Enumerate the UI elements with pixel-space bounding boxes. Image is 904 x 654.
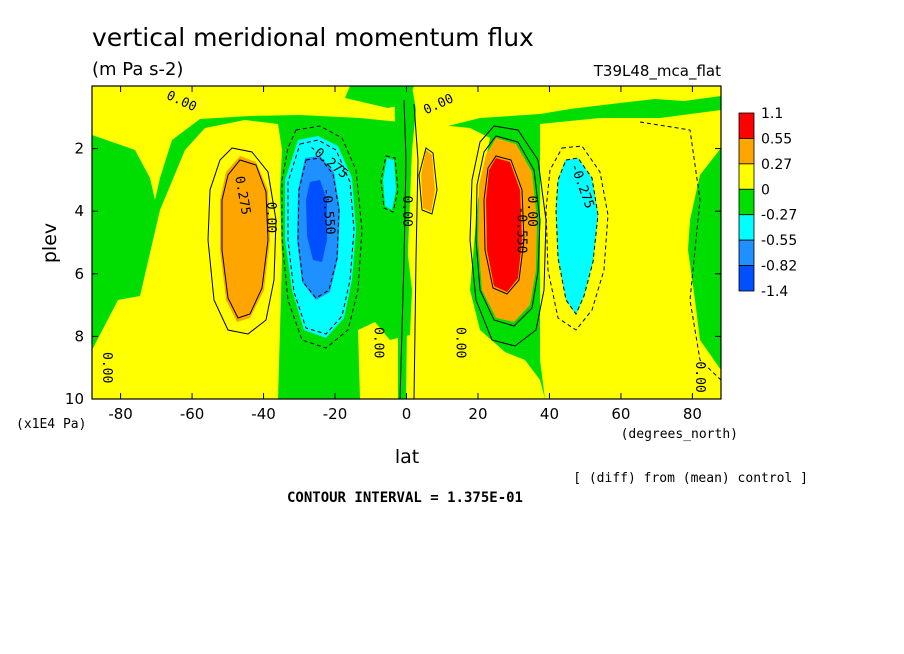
colorbar-label: 0.55	[761, 131, 792, 147]
contour-interval: CONTOUR INTERVAL = 1.375E-01	[287, 490, 523, 506]
x-tick-label: 80	[683, 405, 702, 423]
contour-fill-green-eqtop	[394, 86, 416, 399]
colorbar-label: 1.1	[761, 106, 783, 122]
colorbar: 1.1 0.55 0.27 0 -0.27 -0.55 -0.82 -1.4	[738, 106, 797, 300]
contour-fills	[92, 86, 721, 399]
contour-line-neg-equator	[380, 155, 399, 213]
colorbar-swatch	[738, 239, 755, 266]
contour-line-pos-south	[207, 147, 277, 335]
contour-line-neg-south-mid	[287, 139, 355, 335]
contour-fill-cyan-equator	[383, 158, 396, 210]
y-axis-ticks: 2 4 6 8 10	[65, 140, 721, 408]
contour-label: -0.550	[513, 206, 528, 253]
contour-line-neg-south-outer	[281, 125, 363, 349]
x-tick-label: -60	[180, 405, 205, 423]
contour-line-neg-far-north	[639, 121, 721, 381]
x-axis-title: lat	[395, 446, 419, 468]
comparison-note: [ (diff) from (mean) control ]	[573, 471, 808, 486]
run-label: T39L48_mca_flat	[593, 62, 721, 81]
contour-fill-yellow-top	[92, 86, 721, 200]
x-tick-label: 40	[540, 405, 559, 423]
x-tick-label: 60	[611, 405, 630, 423]
y-axis-title: plev	[39, 223, 61, 263]
y-tick-label: 8	[74, 327, 84, 345]
contour-label: 0.275	[231, 175, 253, 216]
colorbar-swatch	[738, 138, 755, 165]
contour-label: 0.00	[99, 352, 114, 383]
x-tick-label: 20	[468, 405, 487, 423]
colorbar-swatch	[738, 163, 755, 190]
contour-lines	[207, 99, 721, 399]
colorbar-swatch	[738, 214, 755, 241]
colorbar-label: -0.82	[761, 259, 797, 275]
colorbar-swatch	[738, 112, 755, 139]
contour-line-pos-equator	[418, 147, 438, 215]
contour-fill-orange-south	[220, 156, 270, 322]
contour-label: -0.550	[318, 187, 337, 235]
contour-label: 0.00	[524, 196, 539, 227]
contour-label: 0.00	[399, 196, 414, 227]
contour-label: 0.00	[692, 361, 707, 392]
contour-fill-orange-equator	[421, 150, 435, 212]
y-tick-label: 10	[65, 390, 84, 408]
contour-fill-cyan-north	[556, 158, 598, 315]
colorbar-label: -0.27	[761, 208, 797, 224]
contour-line-pos-north-inner	[483, 155, 525, 295]
colorbar-label: 0.27	[761, 157, 792, 173]
x-tick-label: 0	[402, 405, 412, 423]
colorbar-label: 0	[761, 182, 770, 198]
chart-units: (m Pa s-2)	[92, 59, 183, 80]
x-axis-ticks: -80 -60 -40 -20 0 20 40 60 80	[108, 86, 702, 423]
contour-fill-red-north	[486, 158, 522, 292]
colorbar-label: -1.4	[761, 284, 788, 300]
chart-title: vertical meridional momentum flux	[92, 23, 534, 52]
contour-line-zero-equator-right	[413, 103, 419, 399]
colorbar-swatch	[738, 265, 755, 292]
contour-line-neg-south-inner	[297, 157, 340, 299]
contour-line-pos-north-mid	[475, 135, 541, 327]
contour-label: 0.00	[263, 202, 278, 233]
x-axis-units: (degrees_north)	[621, 427, 738, 442]
y-tick-label: 2	[74, 140, 84, 158]
contour-label: 0.00	[370, 327, 385, 358]
contour-fill-blue-south	[306, 180, 327, 262]
colorbar-swatch	[738, 188, 755, 216]
x-tick-label: -20	[323, 405, 348, 423]
contour-line-neg-north-inner	[555, 157, 599, 316]
colorbar-label: -0.55	[761, 233, 797, 249]
contour-line-neg-north-outer	[545, 145, 609, 331]
contour-label: 0.00	[453, 327, 468, 358]
y-tick-label: 4	[74, 202, 84, 220]
contour-line-zero-equator	[399, 99, 407, 399]
x-tick-label: -80	[108, 405, 133, 423]
contour-line-pos-south-inner	[221, 159, 269, 319]
x-tick-label: -40	[251, 405, 276, 423]
contour-line-pos-north-outer	[469, 125, 547, 347]
y-axis-units: (x1E4 Pa)	[16, 417, 86, 432]
y-tick-label: 6	[74, 265, 84, 283]
